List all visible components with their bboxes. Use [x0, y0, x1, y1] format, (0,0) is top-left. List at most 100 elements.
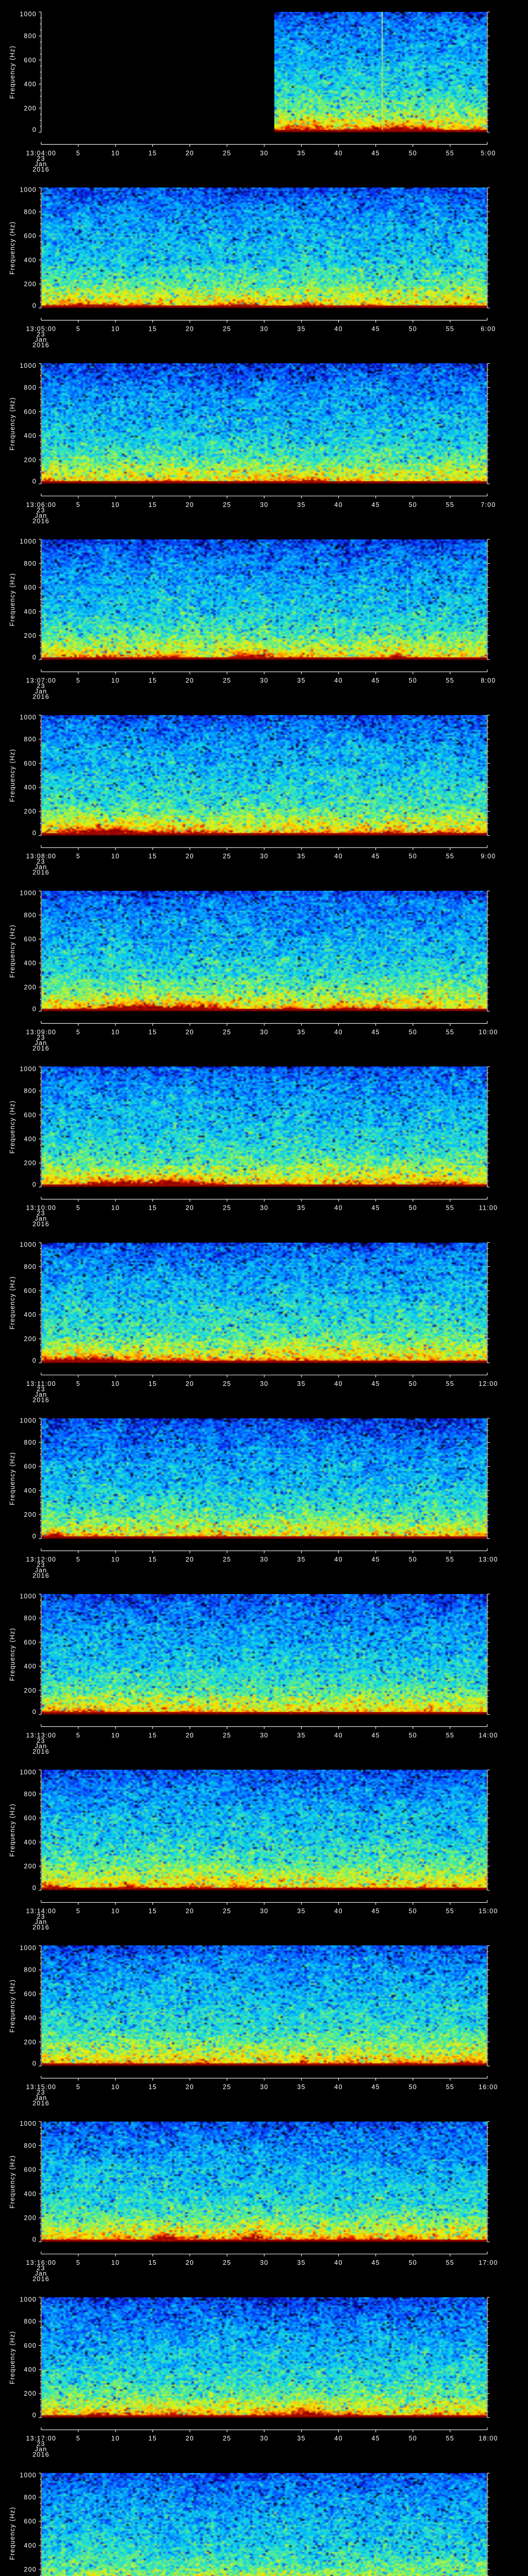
svg-text:Jan: Jan [35, 688, 47, 695]
svg-text:2016: 2016 [32, 1396, 50, 1403]
svg-text:18:00: 18:00 [478, 2435, 498, 2442]
svg-text:10: 10 [111, 677, 120, 684]
svg-text:6:00: 6:00 [481, 326, 496, 333]
svg-text:0: 0 [32, 302, 37, 309]
svg-text:20: 20 [186, 677, 194, 684]
svg-text:23: 23 [37, 2265, 45, 2272]
svg-text:45: 45 [371, 326, 380, 333]
svg-text:Frequency (Hz): Frequency (Hz) [9, 1100, 16, 1154]
svg-text:40: 40 [334, 149, 342, 157]
svg-text:Jan: Jan [35, 863, 47, 871]
svg-text:Frequency (Hz): Frequency (Hz) [9, 749, 16, 802]
svg-text:5: 5 [76, 2259, 80, 2266]
svg-text:200: 200 [24, 281, 37, 288]
svg-text:2016: 2016 [32, 1045, 50, 1052]
svg-text:13:15:00: 13:15:00 [26, 2083, 56, 2091]
svg-text:1000: 1000 [20, 2120, 37, 2127]
svg-text:13:00: 13:00 [478, 1556, 498, 1563]
svg-text:Jan: Jan [35, 1215, 47, 1223]
svg-text:15: 15 [148, 677, 157, 684]
svg-text:800: 800 [24, 2494, 37, 2501]
svg-text:25: 25 [223, 677, 231, 684]
svg-text:40: 40 [334, 2259, 342, 2266]
svg-text:1000: 1000 [20, 362, 37, 369]
svg-text:400: 400 [24, 784, 37, 791]
svg-text:25: 25 [223, 1908, 231, 1915]
svg-text:23: 23 [37, 1034, 45, 1041]
svg-text:15:00: 15:00 [478, 1908, 498, 1915]
svg-text:200: 200 [24, 1335, 37, 1343]
svg-text:0: 0 [32, 654, 37, 661]
svg-text:1000: 1000 [20, 1769, 37, 1776]
svg-text:600: 600 [24, 1815, 37, 1822]
svg-text:800: 800 [24, 1088, 37, 1095]
svg-text:2016: 2016 [32, 693, 50, 700]
svg-text:13:06:00: 13:06:00 [26, 501, 56, 509]
svg-text:400: 400 [24, 2542, 37, 2549]
svg-text:13:11:00: 13:11:00 [26, 1380, 56, 1387]
svg-text:600: 600 [24, 936, 37, 943]
svg-text:35: 35 [297, 1732, 305, 1739]
svg-text:10: 10 [111, 1732, 120, 1739]
svg-text:800: 800 [24, 1615, 37, 1622]
svg-text:55: 55 [446, 1908, 454, 1915]
svg-text:Jan: Jan [35, 2094, 47, 2102]
svg-text:400: 400 [24, 81, 37, 88]
svg-text:600: 600 [24, 1463, 37, 1470]
svg-text:50: 50 [409, 1028, 417, 1036]
svg-text:1000: 1000 [20, 1417, 37, 1424]
svg-text:10: 10 [111, 1205, 120, 1212]
svg-text:25: 25 [223, 326, 231, 333]
svg-text:50: 50 [409, 149, 417, 157]
svg-text:40: 40 [334, 677, 342, 684]
svg-text:800: 800 [24, 32, 37, 40]
svg-text:10: 10 [111, 1556, 120, 1563]
svg-text:800: 800 [24, 2142, 37, 2149]
svg-text:20: 20 [186, 853, 194, 860]
svg-text:45: 45 [371, 1028, 380, 1036]
svg-text:17:00: 17:00 [478, 2259, 498, 2266]
svg-text:35: 35 [297, 2435, 305, 2442]
svg-text:800: 800 [24, 560, 37, 567]
svg-text:45: 45 [371, 853, 380, 860]
svg-text:600: 600 [24, 408, 37, 415]
svg-text:400: 400 [24, 1839, 37, 1846]
svg-text:35: 35 [297, 326, 305, 333]
svg-text:15: 15 [148, 1205, 157, 1212]
svg-text:40: 40 [334, 853, 342, 860]
svg-text:10: 10 [111, 1028, 120, 1036]
svg-text:30: 30 [260, 677, 268, 684]
svg-text:23: 23 [37, 155, 45, 162]
svg-text:12:00: 12:00 [478, 1380, 498, 1387]
svg-text:Jan: Jan [35, 1039, 47, 1046]
svg-text:400: 400 [24, 257, 37, 264]
svg-text:23: 23 [37, 1210, 45, 1217]
svg-text:25: 25 [223, 1028, 231, 1036]
svg-text:50: 50 [409, 677, 417, 684]
svg-text:5: 5 [76, 2435, 80, 2442]
svg-text:200: 200 [24, 2214, 37, 2222]
svg-text:Frequency (Hz): Frequency (Hz) [9, 221, 16, 275]
svg-text:45: 45 [371, 501, 380, 509]
svg-text:15: 15 [148, 853, 157, 860]
svg-text:0: 0 [32, 829, 37, 837]
svg-text:1000: 1000 [20, 538, 37, 545]
svg-text:2016: 2016 [32, 1748, 50, 1755]
svg-text:600: 600 [24, 1287, 37, 1294]
svg-text:400: 400 [24, 608, 37, 615]
svg-text:16:00: 16:00 [478, 2083, 498, 2091]
svg-text:25: 25 [223, 2083, 231, 2091]
svg-text:Jan: Jan [35, 1919, 47, 1926]
svg-text:600: 600 [24, 1111, 37, 1118]
svg-text:55: 55 [446, 677, 454, 684]
svg-text:50: 50 [409, 1205, 417, 1212]
svg-text:10: 10 [111, 326, 120, 333]
svg-text:2016: 2016 [32, 2276, 50, 2283]
svg-text:1000: 1000 [20, 714, 37, 721]
svg-text:0: 0 [32, 1005, 37, 1012]
svg-text:10: 10 [111, 1908, 120, 1915]
svg-text:40: 40 [334, 326, 342, 333]
svg-text:40: 40 [334, 2083, 342, 2091]
svg-text:30: 30 [260, 1028, 268, 1036]
svg-text:30: 30 [260, 1380, 268, 1387]
